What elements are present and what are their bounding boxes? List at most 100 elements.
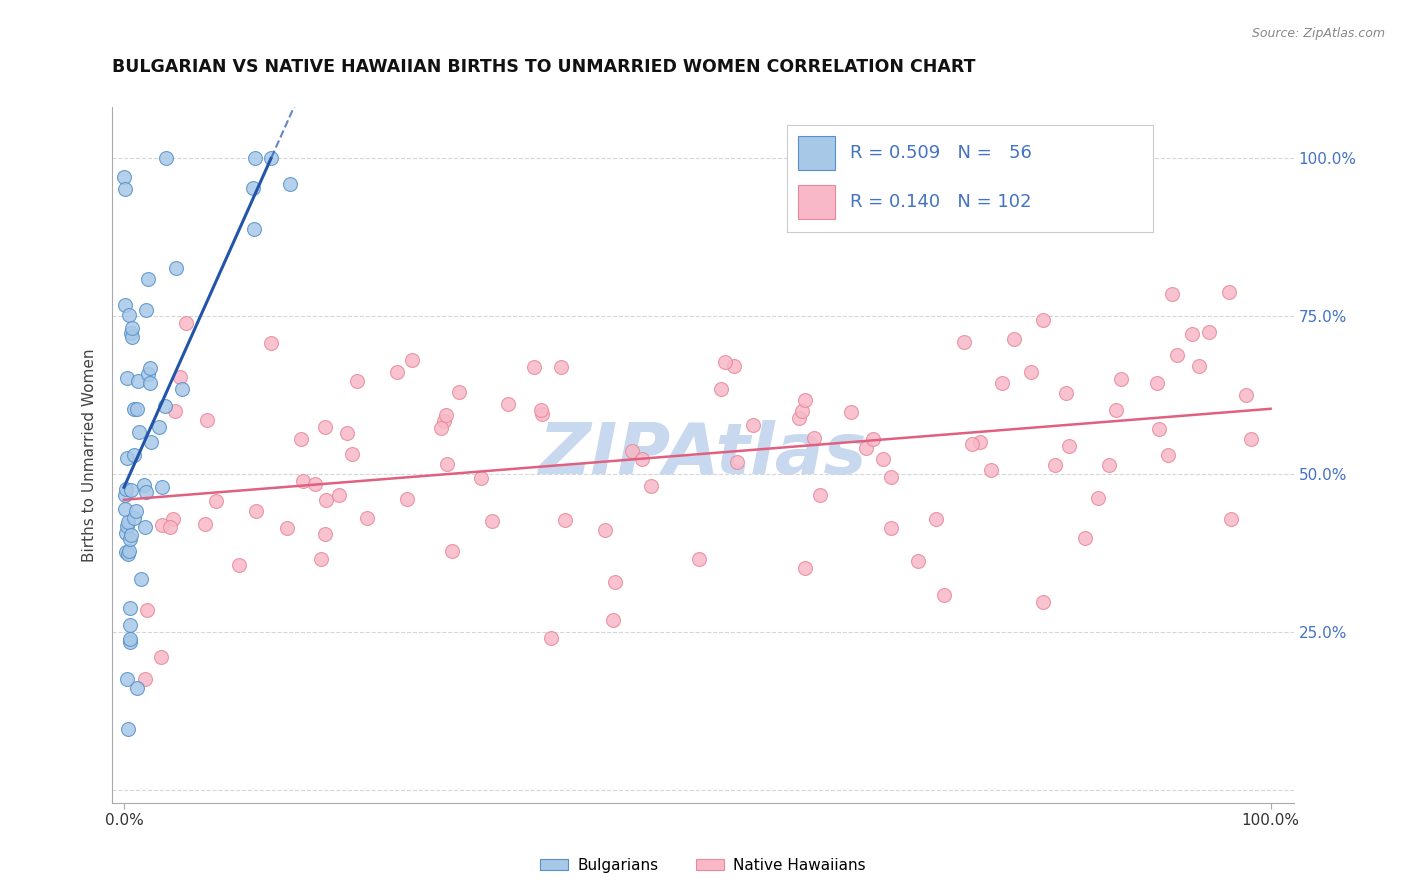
- Point: [120, 483, 142, 497]
- Point: [150, 650, 173, 665]
- Point: [121, 330, 143, 344]
- Point: [122, 511, 145, 525]
- Point: [129, 572, 152, 586]
- Point: [862, 432, 884, 446]
- Point: [314, 420, 336, 434]
- Point: [292, 474, 315, 488]
- Point: [120, 326, 142, 341]
- Point: [1240, 432, 1263, 446]
- Point: [1074, 531, 1097, 545]
- Point: [631, 451, 654, 466]
- Point: [395, 491, 418, 506]
- Point: [742, 418, 765, 433]
- Point: [114, 298, 136, 312]
- Point: [304, 477, 326, 491]
- Point: [336, 426, 359, 441]
- Point: [1166, 348, 1188, 362]
- Point: [1032, 595, 1054, 609]
- Point: [195, 413, 218, 427]
- Point: [120, 632, 142, 647]
- Point: [839, 405, 862, 419]
- Point: [115, 483, 138, 497]
- Point: [170, 382, 193, 396]
- Point: [723, 359, 745, 374]
- Point: [907, 554, 929, 568]
- Point: [245, 503, 267, 517]
- Point: [139, 376, 162, 391]
- Point: [1218, 285, 1240, 299]
- Point: [1054, 386, 1077, 401]
- Point: [496, 397, 519, 411]
- Point: [356, 511, 378, 525]
- Point: [148, 420, 170, 434]
- Point: [725, 455, 748, 469]
- Point: [1109, 372, 1132, 386]
- Point: [117, 516, 139, 530]
- Point: [550, 360, 572, 375]
- Point: [620, 444, 643, 458]
- Point: [260, 151, 283, 165]
- Point: [125, 504, 148, 518]
- Point: [124, 448, 146, 462]
- Point: [602, 613, 624, 627]
- Point: [605, 575, 627, 590]
- Point: [115, 525, 138, 540]
- Point: [640, 479, 662, 493]
- Point: [138, 367, 160, 381]
- Point: [962, 437, 984, 451]
- Point: [315, 492, 337, 507]
- Point: [118, 308, 141, 322]
- Point: [125, 681, 148, 696]
- Point: [593, 523, 616, 537]
- Point: [880, 521, 903, 535]
- Point: [1098, 458, 1121, 472]
- Point: [340, 447, 363, 461]
- Point: [135, 302, 157, 317]
- Point: [952, 335, 974, 350]
- Point: [980, 463, 1002, 477]
- Point: [118, 601, 141, 615]
- Point: [120, 618, 142, 632]
- Point: [314, 527, 336, 541]
- Point: [115, 672, 138, 686]
- Point: [115, 518, 138, 533]
- Point: [174, 316, 197, 330]
- Point: [792, 404, 814, 418]
- Point: [290, 432, 312, 446]
- Point: [114, 488, 136, 502]
- Point: [114, 502, 136, 516]
- Point: [530, 403, 553, 417]
- Point: [165, 260, 187, 275]
- Point: [481, 514, 503, 528]
- FancyBboxPatch shape: [799, 136, 835, 169]
- Text: R = 0.140   N = 102: R = 0.140 N = 102: [849, 193, 1031, 211]
- Point: [793, 561, 815, 575]
- Point: [346, 374, 368, 388]
- Point: [1147, 421, 1170, 435]
- Point: [117, 547, 139, 561]
- Point: [794, 392, 817, 407]
- Point: [714, 355, 737, 369]
- Point: [127, 402, 149, 417]
- Point: [1188, 359, 1211, 374]
- Point: [169, 370, 191, 384]
- Point: [1087, 491, 1109, 506]
- Point: [1032, 313, 1054, 327]
- Point: [128, 425, 150, 439]
- Legend: Bulgarians, Native Hawaiians: Bulgarians, Native Hawaiians: [534, 852, 872, 879]
- Point: [165, 404, 187, 418]
- Point: [991, 376, 1014, 390]
- Point: [530, 407, 553, 421]
- Point: [523, 360, 546, 375]
- Point: [1019, 365, 1042, 379]
- Point: [276, 521, 298, 535]
- Point: [440, 543, 463, 558]
- Point: [872, 452, 894, 467]
- Point: [260, 336, 283, 351]
- Point: [309, 551, 332, 566]
- Point: [688, 551, 710, 566]
- Point: [280, 177, 302, 191]
- Point: [385, 365, 408, 379]
- Point: [1146, 376, 1168, 390]
- Point: [787, 411, 810, 425]
